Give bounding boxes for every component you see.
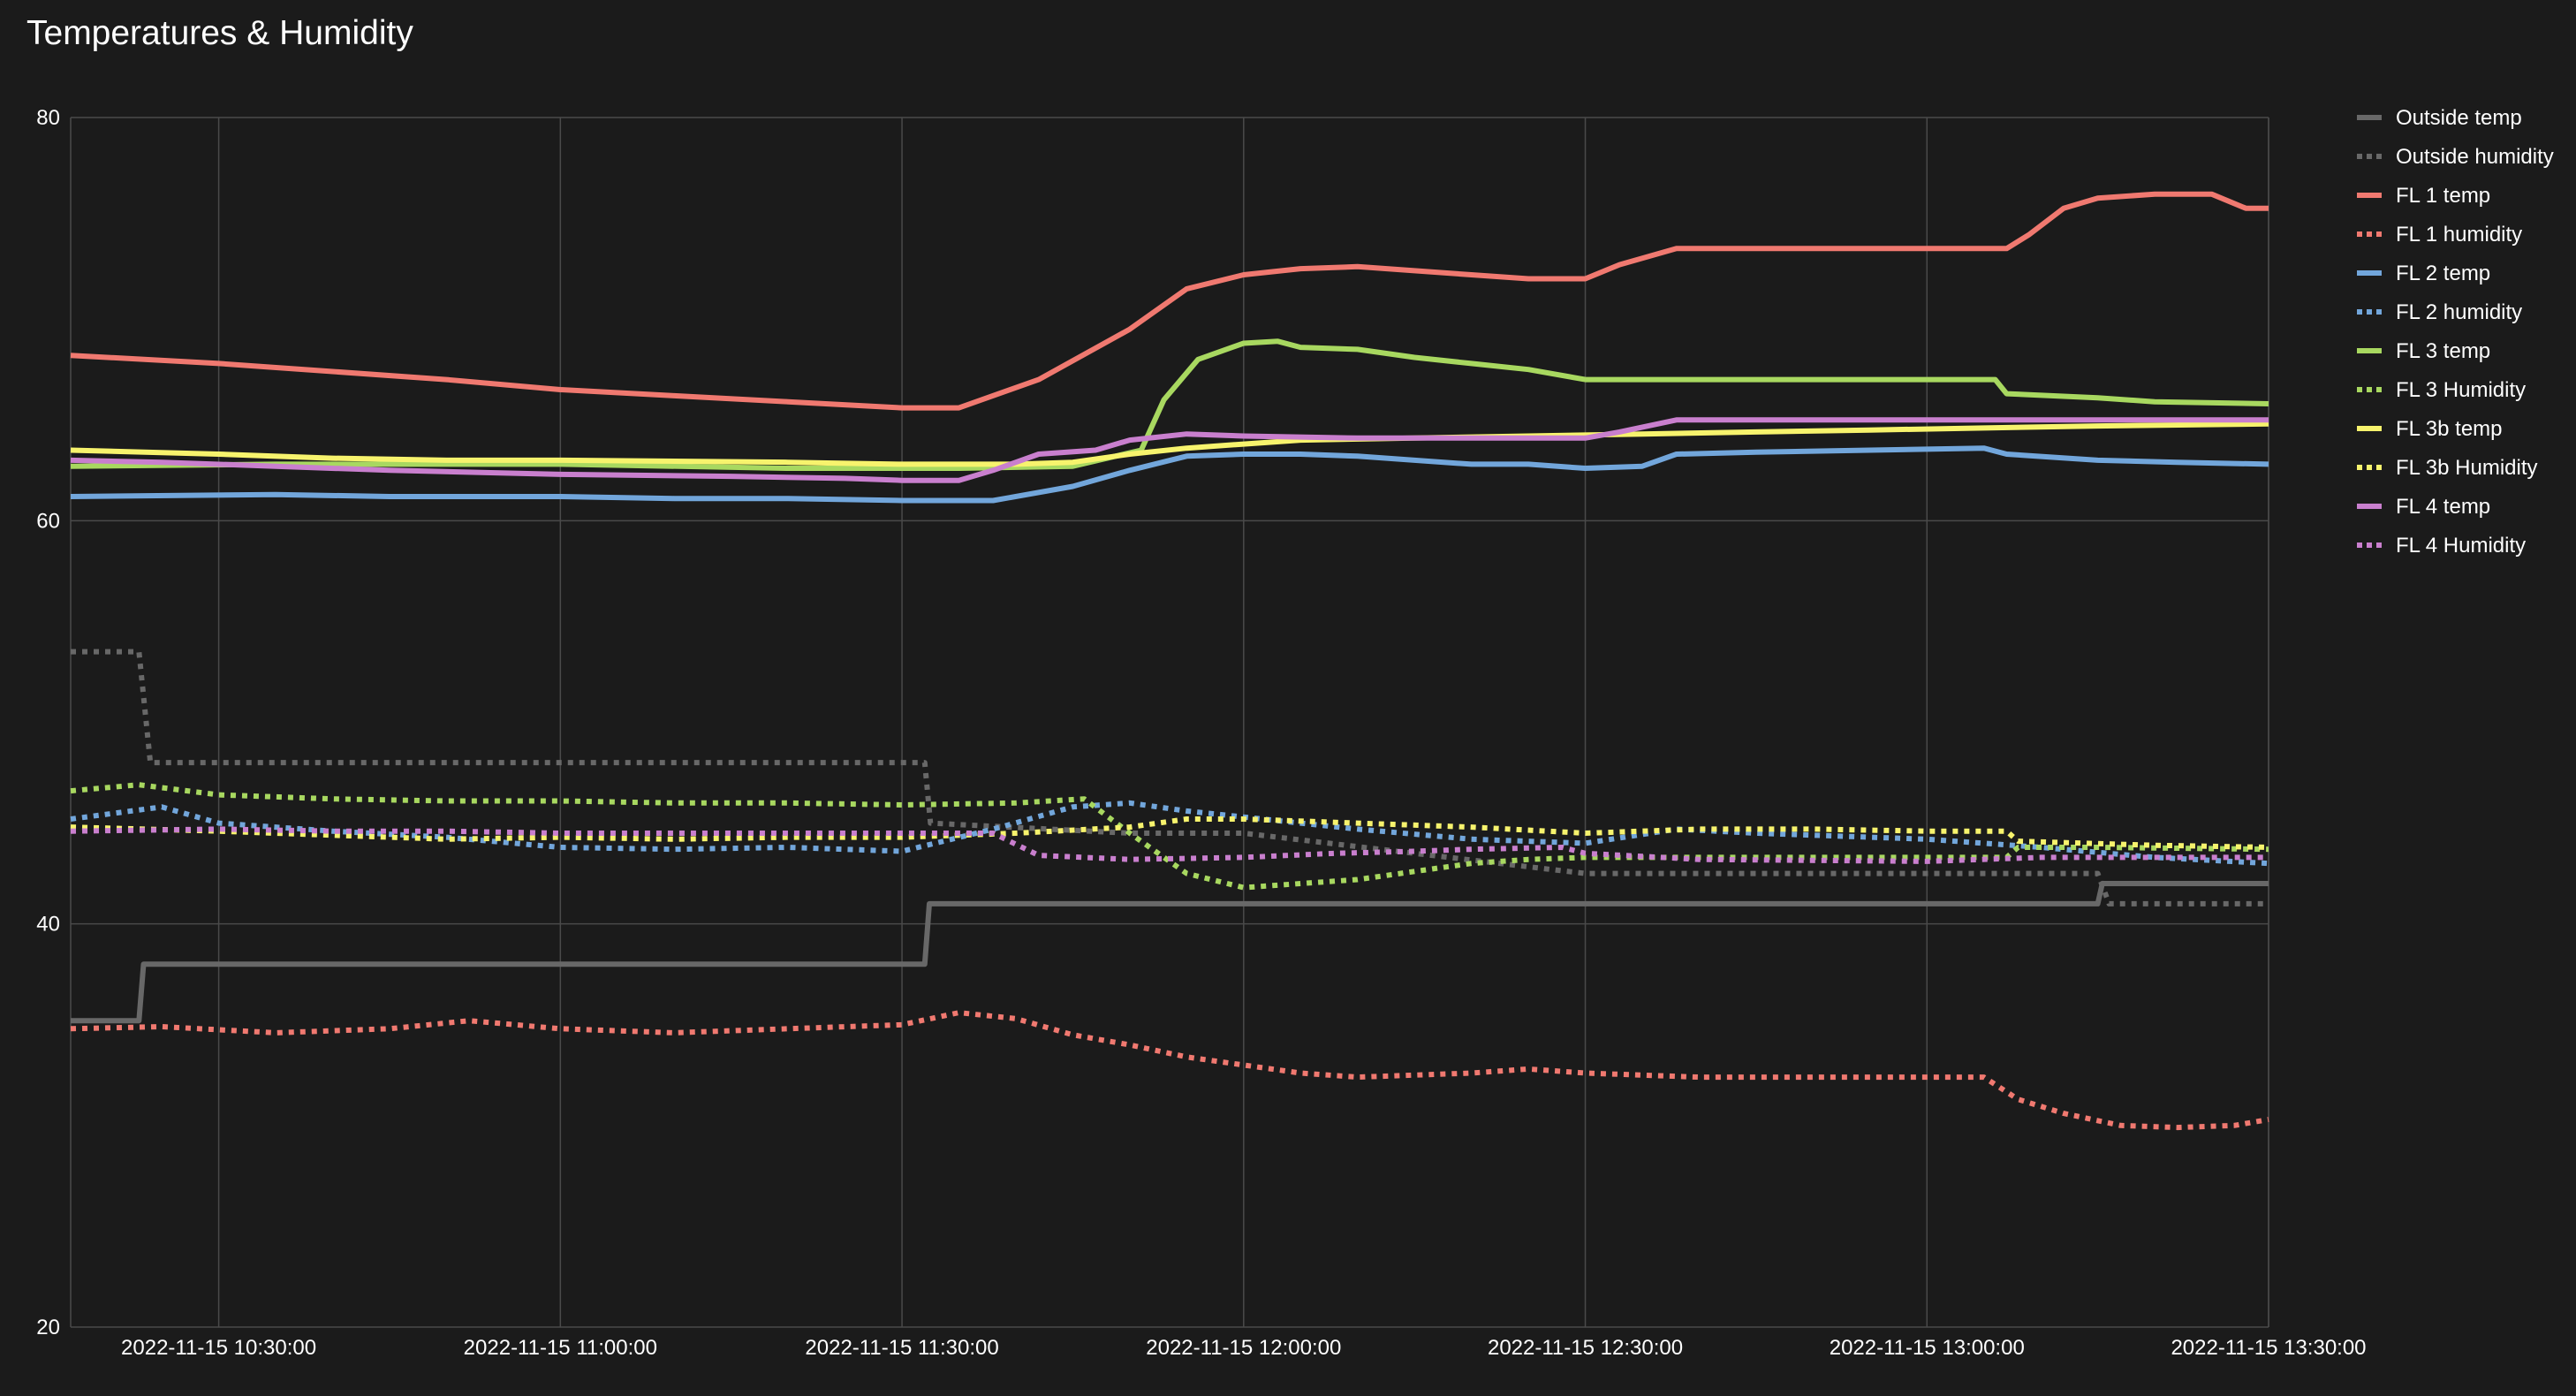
legend-entry: FL 1 humidity bbox=[2396, 223, 2522, 247]
y-tick-label: 60 bbox=[36, 509, 60, 533]
series-line bbox=[70, 421, 2269, 467]
legend-entry: FL 3 temp bbox=[2396, 339, 2490, 363]
legend-entry: FL 3b temp bbox=[2396, 417, 2503, 441]
series-line bbox=[70, 1010, 2269, 1131]
series-line bbox=[70, 191, 2269, 411]
axis-labels: 20 40 60 80 2022-11-15 10:30:00 2022-11-15 11… bbox=[36, 106, 2366, 1396]
legend-entry: FL 4 Humidity bbox=[2396, 534, 2526, 558]
x-tick-label: 2022-11-15 12:00:00 bbox=[1146, 1336, 1341, 1360]
series-lines bbox=[70, 191, 2269, 1131]
legend-entry: FL 2 humidity bbox=[2396, 300, 2522, 324]
chart-title: Temperatures & Humidity bbox=[27, 14, 413, 52]
series-line bbox=[70, 782, 2269, 891]
legend-entry: FL 4 temp bbox=[2396, 495, 2490, 519]
y-tick-label: 40 bbox=[36, 913, 60, 937]
x-axis-label: Date bbox=[1174, 1392, 1219, 1396]
series-line bbox=[70, 826, 2269, 864]
legend-entry: FL 2 temp bbox=[2396, 262, 2490, 285]
x-tick-label: 2022-11-15 10:30:00 bbox=[121, 1336, 316, 1360]
legend-entry: FL 3b Humidity bbox=[2396, 456, 2538, 480]
x-tick-label: 2022-11-15 13:00:00 bbox=[1830, 1336, 2025, 1360]
grid-lines bbox=[70, 117, 2269, 1328]
y-tick-label: 20 bbox=[36, 1316, 60, 1339]
series-line bbox=[70, 816, 2269, 850]
series-line bbox=[70, 417, 2269, 483]
y-tick-label: 80 bbox=[36, 106, 60, 130]
x-tick-label: 2022-11-15 12:30:00 bbox=[1488, 1336, 1683, 1360]
series-line bbox=[70, 445, 2269, 504]
x-tick-label: 2022-11-15 11:30:00 bbox=[805, 1336, 998, 1360]
x-tick-label: 2022-11-15 13:30:00 bbox=[2171, 1336, 2366, 1360]
series-line bbox=[71, 649, 2269, 907]
series-line bbox=[71, 881, 2269, 1024]
series-line bbox=[70, 338, 2269, 471]
legend: Outside temp Outside humidity FL 1 temp FL … bbox=[2357, 106, 2554, 558]
legend-entry: Outside humidity bbox=[2396, 145, 2554, 169]
legend-entry: FL 1 temp bbox=[2396, 184, 2490, 208]
x-tick-label: 2022-11-15 11:00:00 bbox=[464, 1336, 657, 1360]
legend-entry: Outside temp bbox=[2396, 106, 2522, 130]
legend-entry: FL 3 Humidity bbox=[2396, 378, 2526, 402]
